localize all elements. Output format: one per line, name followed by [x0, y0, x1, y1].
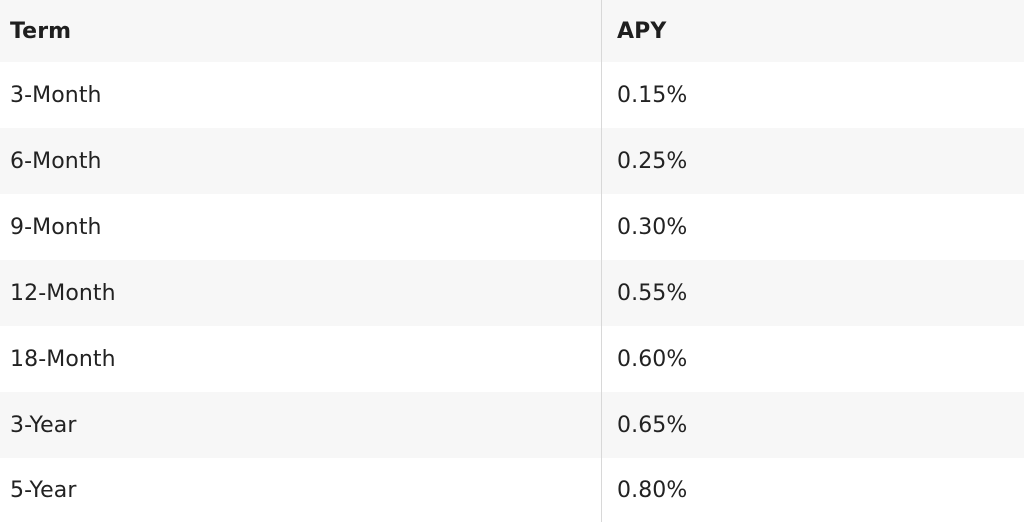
apy-cell: 0.65% — [617, 412, 688, 438]
term-cell: 5-Year — [0, 458, 602, 522]
term-cell: 6-Month — [0, 128, 602, 194]
term-cell: 3-Month — [0, 62, 602, 128]
term-cell: 12-Month — [0, 260, 602, 326]
table-row: 3-Month 0.15% — [0, 62, 1024, 128]
column-header-apy: APY — [617, 18, 667, 44]
table-row: 9-Month 0.30% — [0, 194, 1024, 260]
column-header-term: Term — [0, 0, 602, 62]
term-cell: 18-Month — [0, 326, 602, 392]
table-row: 5-Year 0.80% — [0, 458, 1024, 522]
apy-cell: 0.30% — [617, 214, 688, 240]
apy-cell: 0.55% — [617, 280, 688, 306]
apy-cell: 0.25% — [617, 148, 688, 174]
apy-cell: 0.15% — [617, 82, 688, 108]
term-cell: 3-Year — [0, 392, 602, 458]
table-row: 6-Month 0.25% — [0, 128, 1024, 194]
table-header-row: Term APY — [0, 0, 1024, 62]
table-row: 12-Month 0.55% — [0, 260, 1024, 326]
table-row: 3-Year 0.65% — [0, 392, 1024, 458]
table-row: 18-Month 0.60% — [0, 326, 1024, 392]
term-cell: 9-Month — [0, 194, 602, 260]
apy-cell: 0.80% — [617, 477, 688, 503]
apy-cell: 0.60% — [617, 346, 688, 372]
